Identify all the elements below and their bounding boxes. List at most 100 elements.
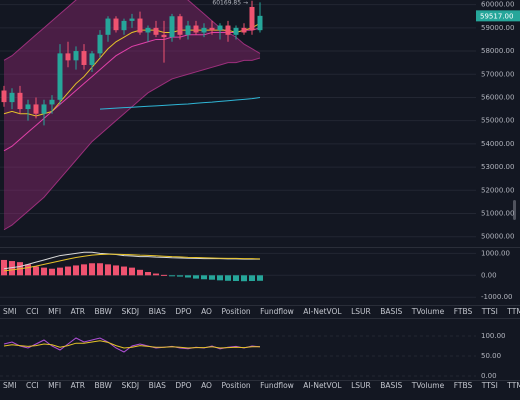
indicator-tab[interactable]: CCI [26, 307, 39, 316]
indicator-tabs: SMI CCI MFI ATR BBW SKDJ BIAS DPO AO Position Fund… [3, 307, 520, 316]
histogram-bar [185, 275, 191, 278]
candle-body [129, 18, 135, 21]
candle-body [89, 53, 95, 65]
indicator-tab[interactable]: DPO [175, 307, 191, 316]
indicator-tab[interactable]: BASIS [380, 307, 402, 316]
candle-body [145, 27, 151, 33]
histogram-bar [153, 273, 159, 276]
indicator-tab[interactable]: SMI [3, 381, 16, 390]
indicator-tab[interactable]: AO [201, 381, 212, 390]
indicator-tab[interactable]: FTBS [454, 307, 473, 316]
candle-body [105, 18, 111, 35]
indicator-tab[interactable]: TVolume [411, 381, 445, 390]
histogram-bar [233, 275, 239, 282]
histogram-bar [161, 274, 167, 276]
histogram-bar [217, 275, 223, 281]
candle-body [41, 104, 47, 114]
histogram-bar [25, 264, 31, 276]
indicator-line [3, 340, 260, 349]
indicator-tab[interactable]: AO [201, 307, 212, 316]
histogram-bar [1, 259, 7, 276]
candle-body [81, 51, 87, 65]
indicator-tab[interactable]: Position [221, 307, 250, 316]
indicator-tab[interactable]: ATR [71, 307, 85, 316]
y-tick-label: 56000.00 [481, 93, 514, 101]
indicator-tab[interactable]: MFI [48, 307, 61, 316]
candle-body [25, 104, 31, 110]
indicator-tab[interactable]: AI-NetVOL [303, 381, 342, 390]
indicator-tab[interactable]: Fundflow [260, 381, 294, 390]
indicator-tab[interactable]: TVolume [411, 307, 445, 316]
indicator-tab[interactable]: FTBS [454, 381, 473, 390]
indicator-tab[interactable]: DPO [175, 381, 191, 390]
histogram-bar [73, 265, 79, 276]
y-tick-label: 60000.00 [481, 1, 514, 9]
candle-body [201, 27, 207, 33]
candle-body [73, 51, 79, 61]
histogram-bar [9, 261, 15, 276]
indicator-tab[interactable]: ATR [71, 381, 85, 390]
histogram-bar [225, 275, 231, 281]
indicator-tab[interactable]: BIAS [149, 381, 166, 390]
candle-body [65, 53, 71, 61]
last-price-label: 59517.00 [480, 12, 513, 20]
candle-body [57, 53, 63, 100]
candle-body [9, 92, 15, 103]
candle-body [209, 27, 215, 31]
histogram-bar [105, 264, 111, 276]
candle-body [225, 25, 231, 35]
histogram-bar [113, 265, 119, 276]
indicator-tab[interactable]: LSUR [351, 381, 371, 390]
y-tick-label: 0.00 [481, 372, 497, 380]
histogram-bar [97, 263, 103, 276]
indicator-tabs: SMI CCI MFI ATR BBW SKDJ BIAS DPO AO Position Fund… [3, 381, 520, 390]
candle-body [49, 99, 55, 105]
indicator-line [3, 0, 261, 61]
indicator-tab[interactable]: BIAS [149, 307, 166, 316]
candle-body [1, 90, 7, 103]
indicator-tab[interactable]: AI-NetVOL [303, 307, 342, 316]
indicator-tab[interactable]: SMI [3, 307, 16, 316]
histogram-bar [249, 275, 255, 282]
indicator-tab[interactable]: BASIS [380, 381, 402, 390]
indicator-tab[interactable]: SKDJ [121, 307, 139, 316]
indicator-line [99, 96, 261, 110]
indicator-tab[interactable]: SKDJ [121, 381, 139, 390]
indicator-tab[interactable]: TTSI [481, 381, 498, 390]
indicator-tab[interactable]: TTMU [506, 381, 520, 390]
indicator-tab[interactable]: TTMU [506, 307, 520, 316]
indicator-tab[interactable]: MFI [48, 381, 61, 390]
candle-body [193, 25, 199, 33]
histogram-bar [201, 275, 207, 280]
candle-body [121, 20, 127, 31]
histogram-bar [81, 264, 87, 276]
candle-body [241, 27, 247, 33]
candle-body [217, 25, 223, 31]
indicator-line [3, 251, 260, 270]
histogram-bar [177, 275, 183, 277]
candle-body [153, 27, 159, 35]
histogram-bar [145, 272, 151, 276]
indicator-tab[interactable]: BBW [94, 307, 112, 316]
indicator-tab[interactable]: LSUR [351, 307, 371, 316]
indicator-tab[interactable]: Position [221, 381, 250, 390]
candle-body [17, 92, 23, 110]
indicator-tab[interactable]: TTSI [481, 307, 498, 316]
y-tick-label: 55000.00 [481, 117, 514, 125]
y-tick-label: 100.00 [481, 332, 506, 340]
indicator-tab[interactable]: CCI [26, 381, 39, 390]
y-tick-label: -1000.00 [481, 293, 512, 301]
histogram-bar [57, 267, 63, 276]
histogram-bar [65, 266, 71, 276]
histogram-bar [137, 269, 143, 276]
candle-body [113, 18, 119, 31]
histogram-bar [41, 267, 47, 276]
indicator-tab[interactable]: Fundflow [260, 307, 294, 316]
candle-body [233, 27, 239, 35]
indicator-tab[interactable]: BBW [94, 381, 112, 390]
y-tick-label: 59000.00 [481, 24, 514, 32]
histogram-bar [209, 275, 215, 280]
scroll-handle[interactable] [513, 200, 516, 220]
